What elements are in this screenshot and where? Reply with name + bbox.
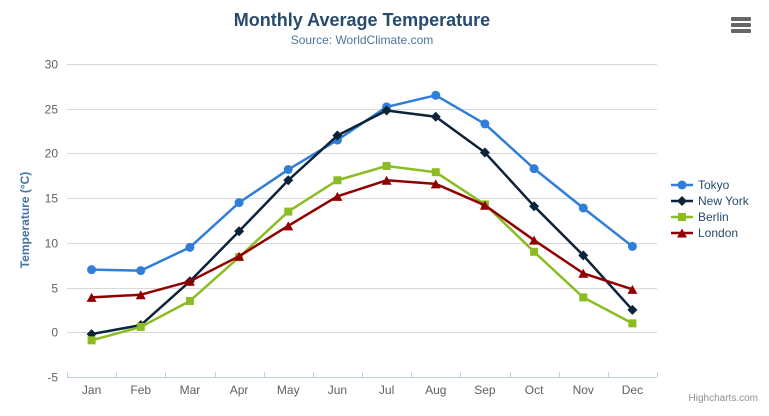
data-point-berlin-Jul[interactable] bbox=[382, 161, 391, 170]
hamburger-bar bbox=[731, 29, 751, 33]
x-axis-label: Aug bbox=[425, 383, 446, 397]
x-axis-label: Apr bbox=[230, 383, 249, 397]
data-point-tokyo-Oct[interactable] bbox=[529, 164, 539, 174]
y-axis-label: 0 bbox=[51, 326, 58, 340]
data-point-london-Jul[interactable] bbox=[381, 175, 392, 185]
data-point-tokyo-May[interactable] bbox=[283, 165, 293, 175]
legend-item-london[interactable]: London bbox=[671, 225, 749, 241]
diamond-legend-marker-icon bbox=[671, 196, 693, 206]
legend-label-new-york: New York bbox=[698, 194, 749, 208]
series-line-tokyo[interactable] bbox=[90, 94, 634, 272]
data-point-berlin-May[interactable] bbox=[284, 207, 293, 216]
data-point-tokyo-Apr[interactable] bbox=[234, 198, 244, 208]
legend-label-tokyo: Tokyo bbox=[698, 178, 730, 192]
series-tokyo bbox=[87, 90, 637, 276]
x-axis-label: Sep bbox=[474, 383, 496, 397]
data-point-berlin-Oct[interactable] bbox=[530, 247, 539, 256]
data-point-new-york-May[interactable] bbox=[283, 175, 294, 186]
legend-item-tokyo[interactable]: Tokyo bbox=[671, 177, 749, 193]
data-point-berlin-Feb[interactable] bbox=[136, 322, 145, 331]
data-point-new-york-Apr[interactable] bbox=[234, 226, 245, 237]
x-axis-label: Nov bbox=[573, 383, 594, 397]
data-point-berlin-Mar[interactable] bbox=[185, 296, 194, 305]
data-point-london-Apr[interactable] bbox=[234, 251, 245, 261]
data-point-berlin-Nov[interactable] bbox=[579, 293, 588, 302]
x-axis-label: May bbox=[277, 383, 300, 397]
y-axis-label: 25 bbox=[45, 103, 59, 117]
data-point-tokyo-Sep[interactable] bbox=[480, 119, 490, 129]
data-point-london-Jan[interactable] bbox=[86, 292, 97, 302]
series-line-london[interactable] bbox=[90, 179, 634, 299]
data-point-new-york-Aug[interactable] bbox=[430, 111, 441, 122]
data-point-new-york-Jul[interactable] bbox=[381, 105, 392, 116]
data-point-tokyo-Mar[interactable] bbox=[185, 242, 195, 252]
y-axis-label: 10 bbox=[45, 237, 59, 251]
x-axis-label: Oct bbox=[525, 383, 544, 397]
legend-item-new-york[interactable]: New York bbox=[671, 193, 749, 209]
legend-symbol bbox=[677, 228, 687, 238]
legend-label-berlin: Berlin bbox=[698, 210, 729, 224]
data-point-london-Feb[interactable] bbox=[135, 290, 146, 300]
legend-symbol bbox=[677, 196, 687, 206]
data-point-berlin-Dec[interactable] bbox=[628, 319, 637, 328]
data-point-tokyo-Jan[interactable] bbox=[87, 265, 97, 275]
data-point-new-york-Jun[interactable] bbox=[332, 130, 343, 141]
data-point-london-Dec[interactable] bbox=[627, 284, 638, 294]
y-axis-label: -5 bbox=[47, 371, 58, 385]
export-menu-icon[interactable] bbox=[731, 17, 751, 33]
data-point-tokyo-Dec[interactable] bbox=[627, 241, 637, 251]
chart-subtitle: Source: WorldClimate.com bbox=[290, 33, 434, 47]
y-axis-label: 5 bbox=[51, 282, 58, 296]
data-point-london-Nov[interactable] bbox=[578, 268, 589, 278]
data-point-berlin-Jun[interactable] bbox=[333, 176, 342, 185]
data-point-tokyo-Nov[interactable] bbox=[578, 203, 588, 213]
x-axis-label: Feb bbox=[130, 383, 151, 397]
chart-title: Monthly Average Temperature bbox=[233, 10, 491, 30]
data-point-london-Aug[interactable] bbox=[430, 179, 441, 189]
legend-item-berlin[interactable]: Berlin bbox=[671, 209, 749, 225]
legend: Tokyo New York Berlin London bbox=[671, 177, 749, 241]
x-axis-label: Jan bbox=[82, 383, 101, 397]
y-axis-label: 15 bbox=[45, 192, 59, 206]
data-point-tokyo-Aug[interactable] bbox=[431, 90, 441, 100]
x-axis-label: Jul bbox=[379, 383, 394, 397]
x-axis-label: Jun bbox=[328, 383, 347, 397]
series-new-york bbox=[86, 105, 638, 340]
highcharts-credit[interactable]: Highcharts.com bbox=[688, 393, 758, 404]
legend-label-london: London bbox=[698, 226, 739, 240]
y-axis-label: 30 bbox=[45, 58, 59, 72]
data-point-berlin-Aug[interactable] bbox=[431, 168, 440, 177]
data-point-london-Jun[interactable] bbox=[332, 191, 343, 201]
data-point-london-Oct[interactable] bbox=[529, 235, 540, 245]
x-axis-label: Mar bbox=[180, 383, 201, 397]
circle-legend-marker-icon bbox=[671, 180, 693, 190]
data-point-london-Sep[interactable] bbox=[479, 200, 490, 210]
data-point-new-york-Dec[interactable] bbox=[627, 304, 638, 315]
hamburger-bar bbox=[731, 23, 751, 27]
triangle-legend-marker-icon bbox=[671, 228, 693, 238]
series-london bbox=[86, 175, 638, 302]
x-axis-label: Dec bbox=[622, 383, 643, 397]
legend-symbol bbox=[678, 213, 686, 221]
square-legend-marker-icon bbox=[671, 213, 693, 221]
data-point-berlin-Jan[interactable] bbox=[87, 336, 96, 345]
data-point-new-york-Sep[interactable] bbox=[479, 147, 490, 158]
data-point-london-Mar[interactable] bbox=[184, 276, 195, 286]
data-point-new-york-Nov[interactable] bbox=[578, 250, 589, 261]
series-line-berlin[interactable] bbox=[90, 164, 634, 342]
legend-symbol bbox=[677, 180, 687, 190]
data-point-new-york-Oct[interactable] bbox=[529, 201, 540, 212]
hamburger-bar bbox=[731, 17, 751, 21]
y-axis-label: 20 bbox=[45, 147, 59, 161]
y-axis-title: Temperature (°C) bbox=[18, 171, 32, 269]
data-point-london-May[interactable] bbox=[283, 221, 294, 231]
data-point-tokyo-Feb[interactable] bbox=[136, 266, 146, 276]
series-line-new-york[interactable] bbox=[90, 109, 634, 336]
